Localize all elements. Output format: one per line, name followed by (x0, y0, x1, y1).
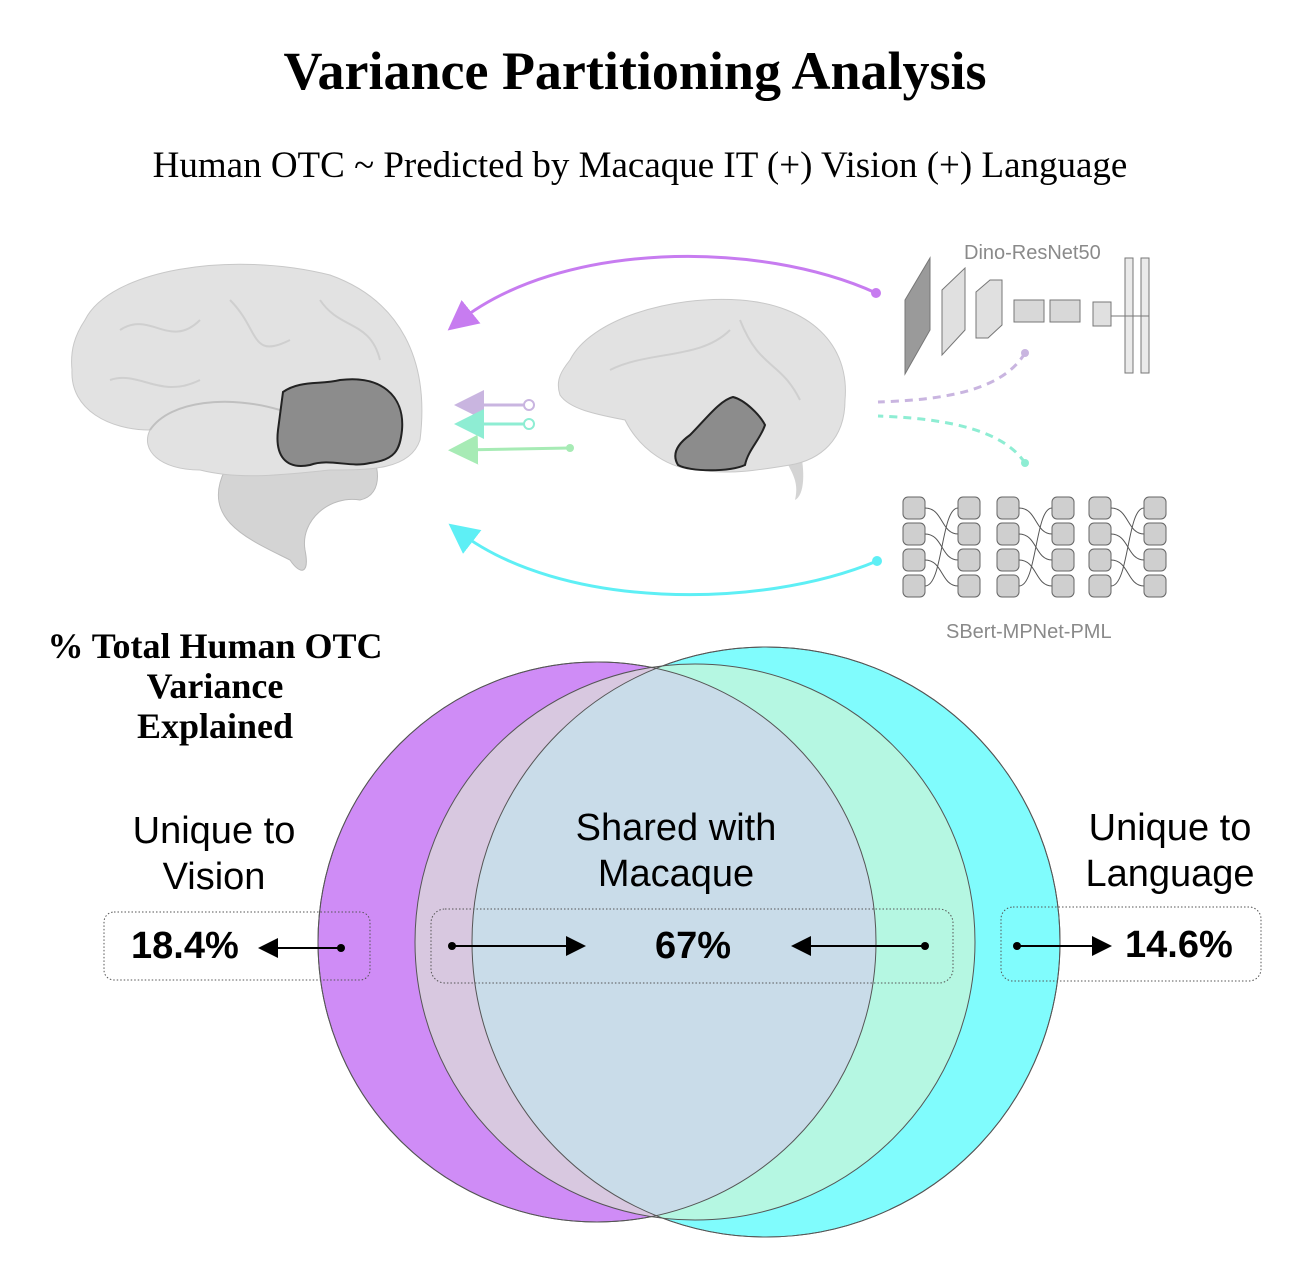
macaque-it-roi (674, 395, 767, 472)
unique-language-label: Unique to Language (1085, 807, 1255, 895)
vision-dashed-arrow (877, 352, 1027, 404)
transformer-node (1143, 548, 1167, 572)
transformer-connection (1110, 507, 1145, 535)
macaque-circle (414, 663, 976, 1221)
shared-macaque-value: 67% (655, 925, 732, 967)
human-otc-roi (276, 378, 404, 467)
transformer-node (1051, 574, 1075, 598)
resnet-diagram (904, 256, 1150, 376)
transformer-connection (1018, 507, 1053, 535)
language-to-human-arrow (448, 523, 878, 597)
transformer-node (1088, 574, 1112, 598)
shared-value-box (430, 908, 954, 984)
venn-diagram (317, 646, 1061, 1238)
shared-macaque-label: Shared with Macaque (575, 807, 777, 895)
transformer-connection (924, 507, 959, 535)
transformer-connection (1110, 507, 1145, 587)
macaque-to-human-arrow (448, 434, 571, 465)
unique-language-value: 14.6% (1125, 924, 1233, 966)
transformer-node (902, 548, 926, 572)
sbert-diagram (902, 496, 1167, 598)
unique-vision-label: Unique to Vision (132, 810, 296, 898)
transformer-node (1143, 574, 1167, 598)
unique-vision-value: 18.4% (131, 925, 239, 967)
transformer-connection (924, 507, 959, 587)
transformer-node (957, 548, 981, 572)
transformer-node (1088, 496, 1112, 520)
transformer-node (996, 496, 1020, 520)
transformer-connection (1018, 507, 1053, 587)
human-brain-illustration (71, 263, 423, 571)
transformer-connection (924, 559, 959, 587)
venn-heading: % Total Human OTC Variance Explained (47, 626, 383, 746)
transformer-connection (1018, 559, 1053, 587)
transformer-node (957, 574, 981, 598)
transformer-connection (1110, 559, 1145, 587)
transformer-node (1088, 548, 1112, 572)
arrow-dot (871, 288, 881, 298)
vision-model-label: Dino-ResNet50 (964, 242, 1101, 264)
transformer-node (902, 574, 926, 598)
transformer-node (1143, 522, 1167, 546)
macaque-brain-illustration (557, 298, 846, 500)
transformer-node (1143, 496, 1167, 520)
arrow-dot (872, 556, 882, 566)
shared-region (472, 662, 876, 1222)
transformer-node (1051, 496, 1075, 520)
vision-value-box (103, 911, 371, 981)
transformer-node (957, 522, 981, 546)
vision-to-human-arrow (447, 254, 877, 331)
transformer-node (1088, 522, 1112, 546)
transformer-node (996, 574, 1020, 598)
language-value-box (1000, 906, 1262, 982)
language-model-label: SBert-MPNet-PML (946, 621, 1112, 643)
transformer-node (902, 496, 926, 520)
transformer-node (902, 522, 926, 546)
transformer-node (996, 548, 1020, 572)
figure-title: Variance Partitioning Analysis (283, 41, 987, 101)
figure-subtitle: Human OTC ~ Predicted by Macaque IT (+) … (152, 145, 1128, 186)
language-dashed-arrow (877, 414, 1027, 464)
transformer-node (957, 496, 981, 520)
transformer-node (1051, 522, 1075, 546)
transformer-node (1051, 548, 1075, 572)
transformer-node (996, 522, 1020, 546)
